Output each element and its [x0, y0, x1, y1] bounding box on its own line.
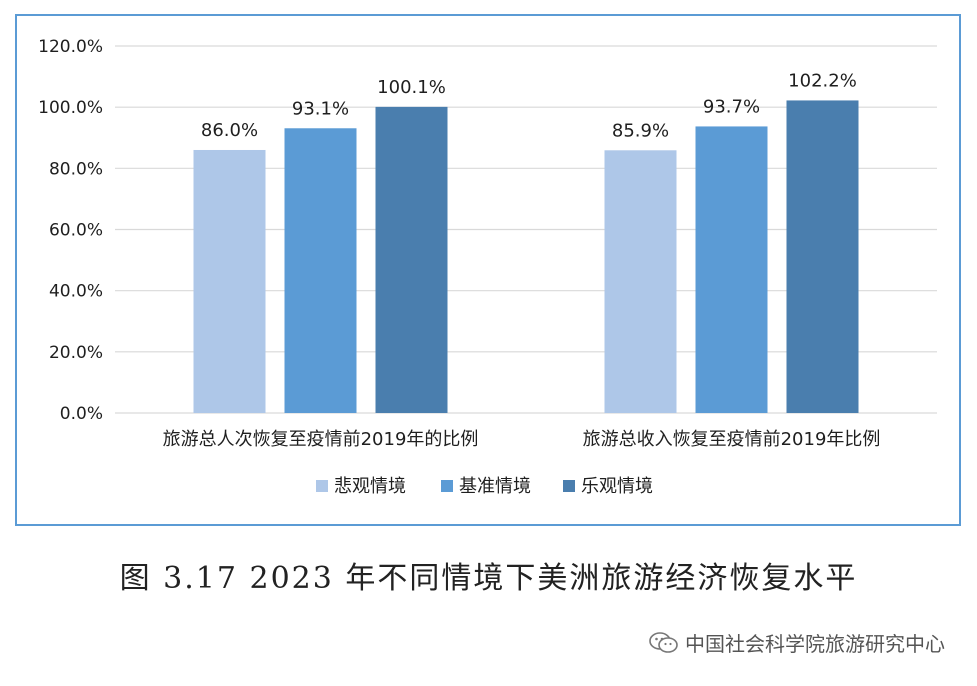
bar [604, 150, 677, 413]
x-category-label: 旅游总收入恢复至疫情前2019年比例 [583, 429, 881, 450]
figure-caption: 图 3.17 2023 年不同情境下美洲旅游经济恢复水平 [119, 561, 858, 596]
y-tick-label: 40.0% [49, 282, 103, 302]
data-label: 100.1% [377, 77, 446, 98]
y-tick-label: 120.0% [38, 37, 103, 57]
watermark-text: 中国社会科学院旅游研究中心 [685, 632, 945, 656]
wechat-icon [649, 631, 678, 653]
watermark: 中国社会科学院旅游研究中心 [649, 628, 945, 657]
bar [695, 126, 768, 413]
y-tick-label: 20.0% [49, 343, 103, 363]
data-label: 93.1% [292, 98, 349, 119]
bar-chart: 0.0% 20.0% 40.0% 60.0% 80.0% 100.0% 120.0% 86.0… [38, 37, 937, 497]
x-category-label: 旅游总人次恢复至疫情前2019年的比例 [163, 429, 479, 450]
legend-label: 乐观情境 [581, 476, 653, 497]
chart-frame: 0.0% 20.0% 40.0% 60.0% 80.0% 100.0% 120.0% 86.0… [15, 14, 961, 526]
legend-label: 悲观情境 [334, 476, 406, 497]
y-tick-label: 100.0% [38, 98, 103, 118]
y-tick-label: 60.0% [49, 221, 103, 241]
data-label: 85.9% [612, 120, 669, 141]
bar [284, 128, 357, 413]
legend-swatch [563, 480, 575, 492]
data-label: 86.0% [201, 120, 258, 141]
legend-swatch [316, 480, 328, 492]
bar [193, 149, 266, 413]
y-tick-label: 0.0% [60, 404, 103, 424]
legend-label: 基准情境 [459, 476, 531, 497]
data-label: 102.2% [788, 70, 857, 91]
bar [786, 100, 859, 414]
data-label: 93.7% [703, 96, 760, 117]
legend-swatch [441, 480, 453, 492]
bar [375, 106, 448, 413]
y-tick-label: 80.0% [49, 159, 103, 179]
